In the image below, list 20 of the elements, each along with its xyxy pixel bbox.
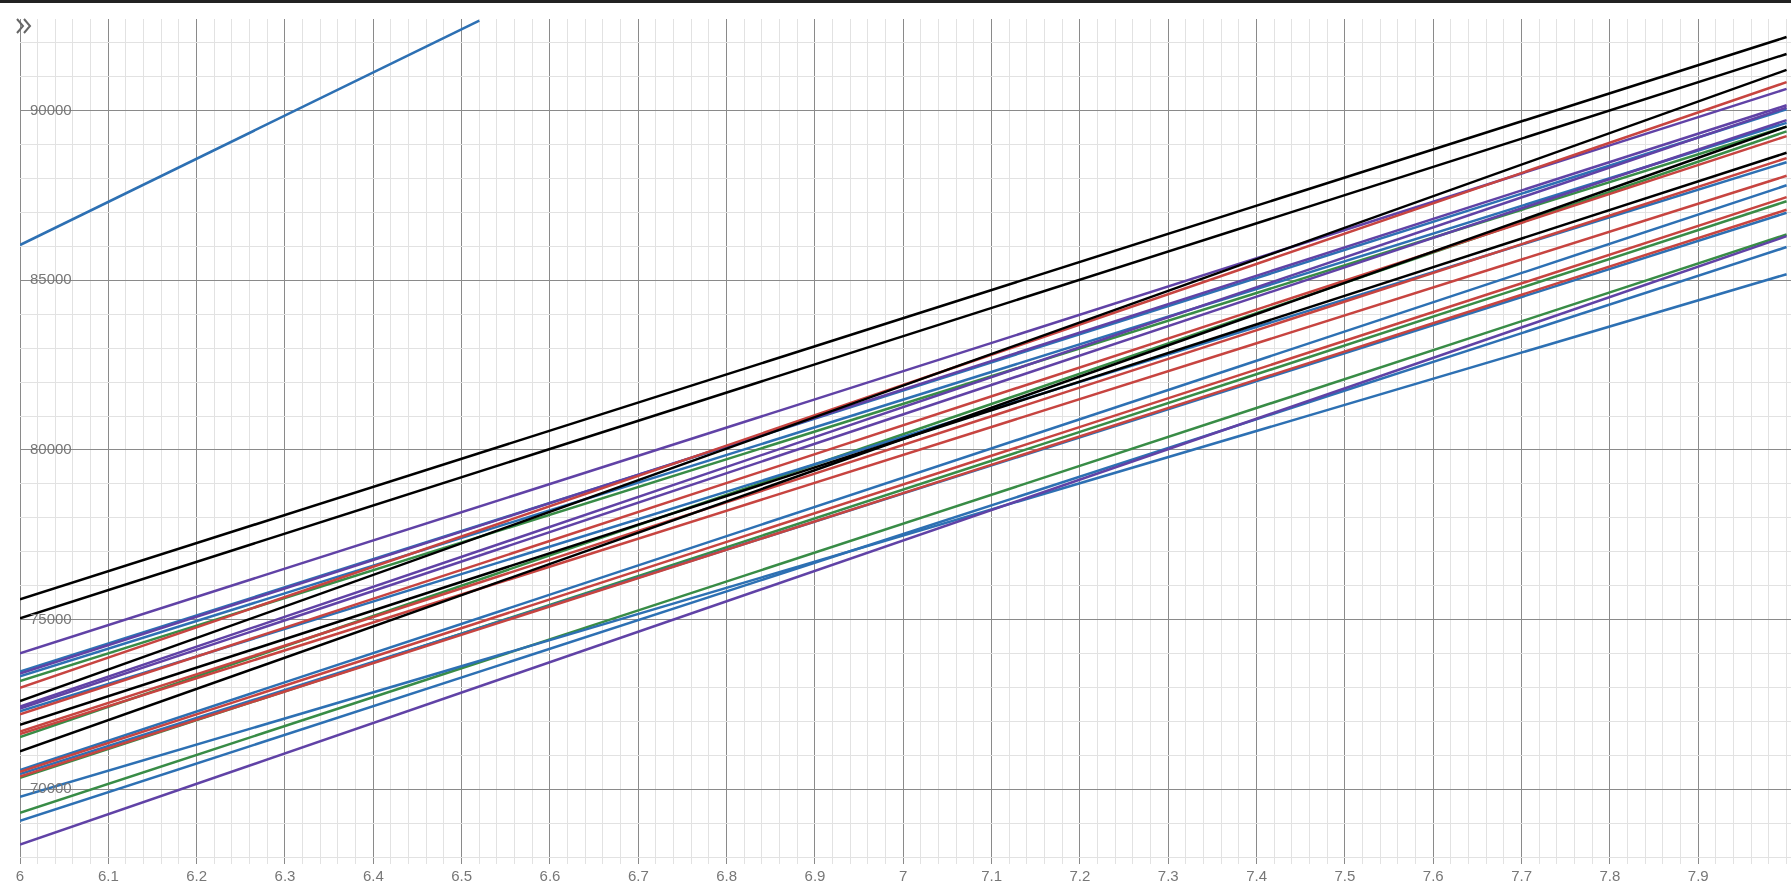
x-tick-label: 7.7: [1511, 867, 1533, 885]
x-tick-label: 6.5: [451, 867, 473, 885]
x-tick-label: 7.2: [1069, 867, 1091, 885]
x-tick-label: 7.5: [1334, 867, 1356, 885]
x-tick-label: 7.1: [981, 867, 1003, 885]
x-tick-label: 6.9: [804, 867, 826, 885]
x-tick-label: 7.9: [1687, 867, 1709, 885]
x-tick-label: 6: [15, 867, 25, 885]
x-tick-label: 6.3: [274, 867, 296, 885]
x-tick-label: 6.6: [539, 867, 561, 885]
x-tick-label: 7.8: [1599, 867, 1621, 885]
x-tick-label: 6.2: [186, 867, 208, 885]
x-tick-label: 7.4: [1246, 867, 1268, 885]
x-tick-label: 7.6: [1422, 867, 1444, 885]
x-tick-label: 7.3: [1157, 867, 1179, 885]
x-tick-label: 6.7: [627, 867, 649, 885]
x-tick-label: 6.1: [97, 867, 119, 885]
x-tick-label: 6.4: [362, 867, 384, 885]
x-tick-label: 6.8: [716, 867, 738, 885]
x-tick-label: 7: [899, 867, 908, 885]
